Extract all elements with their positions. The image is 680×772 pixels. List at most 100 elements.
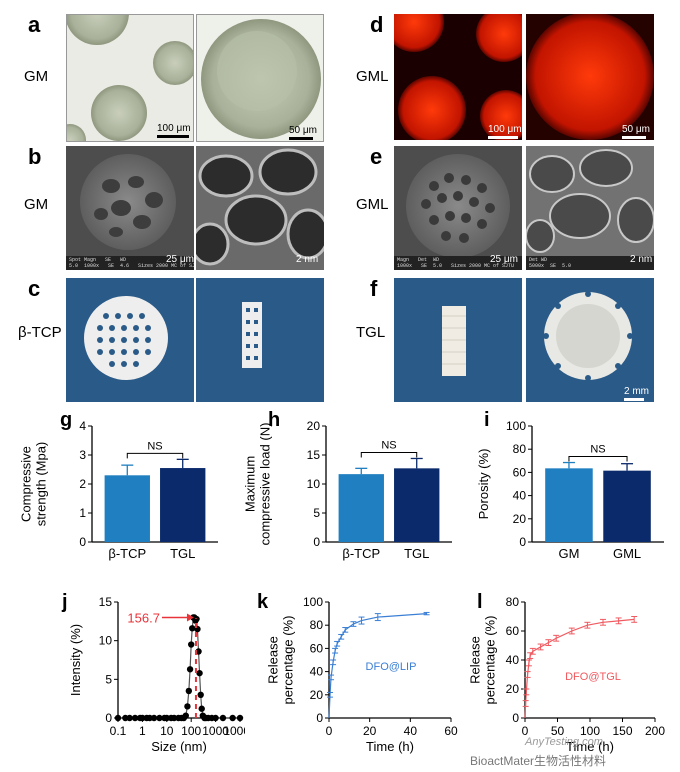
- xlabel-j: Size (nm): [151, 739, 207, 754]
- xtick-label-g: TGL: [170, 546, 195, 561]
- xlabel-k: Time (h): [366, 739, 414, 754]
- ytick-label-i: 60: [513, 465, 527, 479]
- ytick-label-g: 1: [79, 506, 86, 520]
- xtick-label-l: 50: [551, 724, 565, 738]
- gml-fluorescence-zoom: 50 μm: [526, 14, 654, 140]
- panel-letter-d: d: [370, 12, 384, 37]
- data-point-j: [182, 712, 189, 719]
- ytick-label-l: 20: [506, 682, 520, 696]
- data-point-j: [197, 691, 204, 698]
- panel-letter-k: k: [257, 591, 269, 613]
- data-point-j: [196, 669, 203, 677]
- peak-arrowhead-j: [186, 613, 194, 622]
- ytick-label-j: 5: [105, 672, 112, 686]
- ytick-label-i: 20: [513, 512, 527, 526]
- series-line-k: [328, 613, 427, 719]
- sem-info-e2: Det WD 5000x SE 5.0: [529, 257, 572, 269]
- ns-label-i: NS: [590, 444, 605, 456]
- panel-letter-h: h: [268, 409, 280, 431]
- panel-letter-l: l: [477, 591, 483, 613]
- ylabel-k: Releasepercentage (%): [266, 616, 296, 705]
- gm-sem-overview: Spot Magn SE WD 5.0 1000x SE 4.6 Sizes 2…: [66, 146, 194, 270]
- ytick-label-g: 0: [79, 535, 86, 549]
- xtick-label-h: β-TCP: [342, 546, 380, 561]
- ytick-label-j: 15: [99, 595, 113, 609]
- ylabel-j: Intensity (%): [68, 624, 83, 696]
- series-label-k: DFO@LIP: [366, 661, 417, 673]
- data-point-j: [150, 714, 158, 722]
- scalebar-b1: 25 μm: [166, 254, 194, 265]
- xtick-label-j: 0.1: [110, 724, 127, 738]
- ytick-label-k: 100: [303, 595, 323, 609]
- gml-fluorescence-overview: 100 μm: [394, 14, 522, 140]
- watermark: BioactMater生物活性材料: [470, 754, 607, 768]
- scalebar-e2: 2 nm: [630, 254, 653, 265]
- ytick-label-h: 0: [313, 535, 320, 549]
- bar-g-0: [104, 475, 150, 542]
- data-point-j: [185, 687, 193, 695]
- data-point-j: [198, 705, 205, 712]
- ytick-label-i: 80: [513, 442, 527, 456]
- ytick-label-i: 40: [513, 489, 527, 503]
- data-point-j: [131, 714, 139, 722]
- scalebar-f: 2 mm: [624, 386, 649, 401]
- gm-sem-zoom: 2 nm: [196, 146, 324, 270]
- panel-letter-i: i: [484, 409, 490, 431]
- data-point-j: [189, 625, 196, 632]
- btcp-scaffold-side: [196, 278, 324, 402]
- series-line-j: [118, 616, 240, 719]
- xtick-label-g: β-TCP: [108, 546, 146, 561]
- xtick-label-k: 20: [363, 724, 377, 738]
- ns-bracket-g: [126, 452, 184, 459]
- row-label-gm: GM: [24, 68, 49, 85]
- data-point-j: [219, 714, 227, 722]
- watermark-site: AnyTesting.com: [525, 736, 603, 748]
- row-label-btcp: β-TCP: [18, 324, 62, 341]
- row-label-gm-sem: GM: [24, 196, 49, 213]
- ytick-label-h: 20: [307, 419, 321, 433]
- ytick-label-k: 0: [316, 711, 323, 725]
- panel-letter-f: f: [370, 276, 378, 301]
- ytick-label-g: 3: [79, 448, 86, 462]
- panel-letter-a: a: [28, 12, 41, 37]
- ylabel-i: Porosity (%): [476, 449, 491, 520]
- ytick-label-h: 5: [313, 506, 320, 520]
- btcp-scaffold-top: [66, 278, 194, 402]
- series-label-l: DFO@TGL: [565, 671, 621, 683]
- data-point-j: [186, 666, 194, 673]
- data-point-j: [193, 615, 200, 623]
- ns-bracket-i: [568, 456, 628, 462]
- panel-letter-c: c: [28, 276, 41, 301]
- bar-i-0: [545, 468, 593, 542]
- xtick-label-j: 1: [139, 724, 146, 738]
- xtick-label-j: 10: [160, 724, 174, 738]
- data-point-j: [184, 703, 191, 710]
- gml-sem-overview: Magn Det WD 1000x SE 5.0 Sizes 2000 MC o…: [394, 146, 522, 270]
- xtick-label-h: TGL: [404, 546, 429, 561]
- xtick-label-l: 150: [612, 724, 632, 738]
- bar-h-0: [338, 474, 384, 542]
- scalebar-a2: 50 μm: [289, 125, 317, 140]
- ytick-label-g: 4: [79, 419, 86, 433]
- bar-g-1: [160, 468, 206, 542]
- xlabel-l: Time (h): [566, 739, 614, 754]
- ytick-label-j: 10: [99, 634, 113, 648]
- chart-g: g Compressivestrength (Mpa) 0 1 2 3 4 β-TCP TGL N…: [19, 409, 218, 561]
- data-point-j: [236, 714, 244, 722]
- ytick-label-l: 60: [506, 624, 520, 638]
- ytick-label-g: 2: [79, 477, 86, 491]
- ytick-label-k: 60: [310, 641, 324, 655]
- data-point-j: [156, 714, 163, 722]
- xtick-label-l: 100: [580, 724, 600, 738]
- ytick-label-l: 0: [512, 711, 519, 725]
- bar-h-1: [394, 468, 440, 542]
- tgl-scaffold-side: [394, 278, 522, 402]
- scalebar-b2: 2 nm: [296, 254, 319, 265]
- ytick-label-k: 80: [310, 618, 324, 632]
- gm-micrograph-overview: 100 μm: [66, 14, 194, 142]
- chart-k: k Releasepercentage (%) Time (h) 0 20 40 60 80 1…: [257, 591, 458, 754]
- ylabel-l: Releasepercentage (%): [468, 616, 498, 705]
- ytick-label-l: 40: [506, 653, 520, 667]
